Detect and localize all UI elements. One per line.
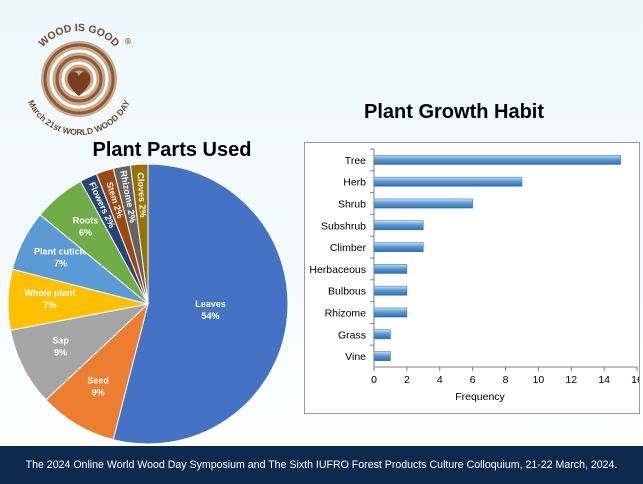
y-tick-label-rhizome: Rhizome <box>325 308 367 320</box>
y-tick-label-vine: Vine <box>345 351 366 363</box>
bar-herb <box>373 176 523 187</box>
bar-climber <box>373 242 424 252</box>
world-wood-day-logo: WOOD IS GOOD March 21st WORLD WOOD DAY ® <box>26 22 132 137</box>
bar-bulbous <box>373 285 408 296</box>
pie-value-leaves: 54% <box>201 311 219 321</box>
footer-banner: The 2024 Online World Wood Day Symposium… <box>0 446 643 484</box>
y-tick-label-grass: Grass <box>338 329 366 341</box>
bar-chart-title: Plant Growth Habit <box>364 101 544 123</box>
pie-label-sap: Sap <box>52 335 69 345</box>
pie-slice-seed <box>45 302 149 441</box>
x-tick-label-10: 10 <box>533 374 545 386</box>
plant-parts-pie-chart: Leaves 54% Seed 9% Sap 9% Whole plant 7% Plant c… <box>7 163 289 445</box>
y-tick-label-climber: Climber <box>330 242 367 254</box>
pie-value-roots: 6% <box>79 227 92 237</box>
y-tick-label-herbaceous: Herbaceous <box>309 264 366 276</box>
pie-label-roots: Roots <box>73 215 99 225</box>
bar-herbaceous <box>373 264 408 274</box>
x-tick-label-16: 16 <box>631 374 639 386</box>
pie-slice-cloves <box>129 163 149 305</box>
slide: WOOD IS GOOD March 21st WORLD WOOD DAY ®… <box>0 0 643 446</box>
bar-tree <box>373 155 621 165</box>
x-tick-label-0: 0 <box>371 374 377 386</box>
x-axis-title: Frequency <box>455 391 505 403</box>
bar-vine <box>373 351 391 361</box>
heart-wood-rings-icon <box>67 72 91 96</box>
pie-value-plant-cuticle: 7% <box>54 259 67 269</box>
pie-value-seed: 9% <box>92 387 105 397</box>
y-tick-label-subshrub: Subshrub <box>321 220 366 232</box>
pie-label-seed: Seed <box>87 375 109 385</box>
pie-value-whole-plant: 7% <box>44 300 57 310</box>
y-tick-label-herb: Herb <box>343 177 366 189</box>
bar-shrub <box>373 198 473 209</box>
y-tick-label-tree: Tree <box>345 155 366 167</box>
bar-subshrub <box>373 220 424 231</box>
x-tick-label-14: 14 <box>598 374 610 386</box>
pie-label-whole-plant: Whole plant <box>25 288 76 298</box>
pie-slice-sap <box>9 303 150 401</box>
pie-label-cloves: Cloves 2% <box>135 172 148 218</box>
x-tick-label-4: 4 <box>437 374 443 386</box>
growth-habit-chart-frame: Tree Herb Shrub Subshrub Climber Herbaceous Bu… <box>304 142 640 414</box>
x-tick-label-8: 8 <box>503 374 509 386</box>
x-tick-label-6: 6 <box>470 374 476 386</box>
bar-rhizome <box>373 307 408 318</box>
pie-label-leaves: Leaves <box>195 299 226 309</box>
pie-slice-leaves <box>112 163 289 445</box>
pie-chart-title: Plant Parts Used <box>92 139 252 161</box>
y-tick-label-bulbous: Bulbous <box>328 286 366 298</box>
pie-value-sap: 9% <box>54 347 67 357</box>
registered-mark: ® <box>124 37 132 46</box>
bar-grass <box>373 329 391 340</box>
x-tick-label-2: 2 <box>404 374 410 386</box>
growth-habit-bar-chart: Tree Herb Shrub Subshrub Climber Herbaceous Bu… <box>309 148 639 403</box>
footer-text: The 2024 Online World Wood Day Symposium… <box>25 459 618 471</box>
x-tick-label-12: 12 <box>565 374 577 386</box>
pie-label-plant-cuticle: Plant cuticle <box>34 247 87 257</box>
y-tick-label-shrub: Shrub <box>338 199 366 211</box>
